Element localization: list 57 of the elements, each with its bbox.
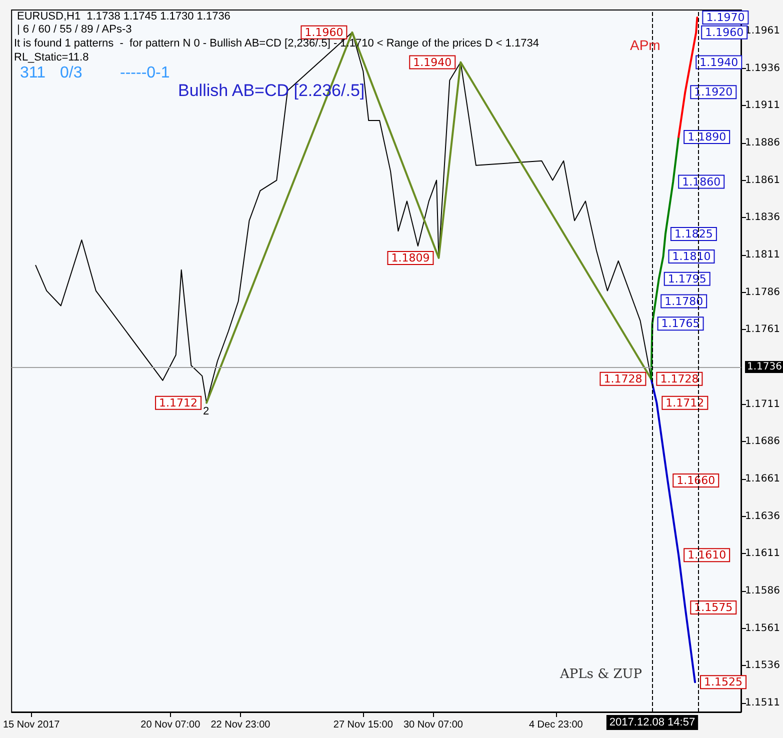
- annotation: 311: [20, 64, 46, 82]
- data-label: 1.1960: [705, 26, 744, 39]
- y-tick-label: 1.1686: [745, 436, 780, 448]
- x-tick-label: 20 Nov 07:00: [140, 720, 201, 730]
- x-tick-label: 15 Nov 2017: [2, 720, 60, 730]
- data-label: 1.1795: [668, 272, 706, 286]
- x-tick-label: 30 Nov 07:00: [404, 720, 464, 730]
- data-label: 1.1660: [676, 474, 716, 487]
- x-tick-label: 22 Nov 23:00: [210, 720, 271, 730]
- text: | 6 / 60 / 55 / 89 / APs-3: [17, 24, 132, 36]
- y-tick-label: 1.1786: [745, 286, 780, 298]
- data-label: 1.1960: [304, 26, 344, 39]
- data-label: 1.1940: [413, 56, 452, 69]
- chart-title: EURUSD,H1 1.1738 1.1745 1.1730 1.1736: [17, 10, 230, 22]
- data-label: 1.1712: [666, 396, 704, 410]
- data-label: 1.1970: [706, 10, 745, 24]
- annotation: 0/3: [60, 64, 82, 82]
- y-tick-label: 1.1661: [745, 473, 780, 484]
- y-tick-label: 1.1636: [745, 510, 780, 522]
- y-tick-label: 1.1536: [745, 660, 780, 672]
- data-label: 1.1765: [661, 317, 700, 330]
- data-label: 1.1860: [682, 175, 721, 188]
- y-tick-label: 1.1886: [745, 137, 780, 148]
- data-label: 1.1825: [674, 228, 713, 241]
- data-label: 1.1728: [660, 372, 699, 386]
- ref-line-label: 2017.12.08 14:57: [609, 716, 696, 728]
- data-label: 1.1940: [700, 56, 738, 69]
- data-label: 1.1810: [672, 250, 711, 263]
- ref-line-label: 1.1736: [747, 361, 782, 372]
- data-label: 1.1575: [694, 600, 733, 614]
- data-label: 1.1728: [604, 372, 642, 386]
- y-tick-label: 1.1711: [745, 398, 780, 410]
- y-tick-label: 1.1761: [745, 324, 780, 336]
- y-tick-label: 1.1611: [745, 548, 780, 560]
- annotation: APLs & ZUP: [559, 667, 642, 682]
- y-tick-label: 1.1961: [745, 25, 780, 36]
- annotation: -----0-1: [120, 64, 170, 82]
- annotation: 2: [203, 406, 210, 418]
- y-tick-label: 1.1811: [745, 249, 780, 260]
- data-label: 1.1920: [694, 86, 733, 99]
- data-label: 1.1890: [688, 130, 726, 144]
- y-tick-label: 1.1911: [745, 100, 780, 112]
- x-tick-label: 27 Nov 15:00: [333, 720, 394, 730]
- y-tick-label: 1.1561: [745, 622, 780, 634]
- annotation: APm: [630, 37, 660, 53]
- data-label: 1.1809: [391, 251, 430, 264]
- data-label: 1.1712: [159, 396, 198, 410]
- y-tick-label: 1.1936: [745, 62, 780, 74]
- y-tick-label: 1.1836: [745, 212, 780, 224]
- x-tick-label: 4 Dec 23:00: [528, 720, 584, 730]
- data-label: 1.1525: [704, 676, 743, 689]
- data-label: 1.1610: [688, 548, 726, 562]
- y-tick-label: 1.1511: [745, 698, 780, 709]
- annotation: RL_Static=11.8: [14, 52, 89, 64]
- data-label: 1.1780: [664, 294, 704, 308]
- y-tick-label: 1.1861: [745, 174, 780, 186]
- y-tick-label: 1.1586: [745, 586, 780, 597]
